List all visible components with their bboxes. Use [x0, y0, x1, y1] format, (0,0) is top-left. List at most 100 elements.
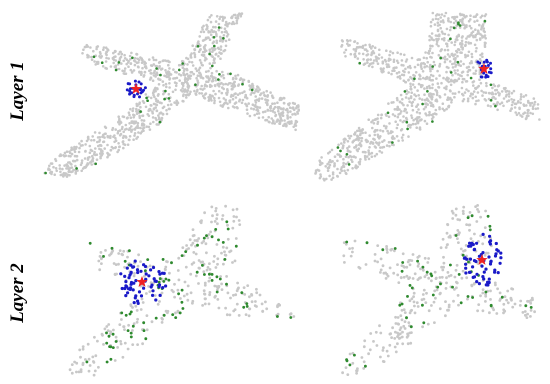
background-point [436, 24, 440, 27]
background-point [431, 83, 434, 86]
background-point [451, 53, 455, 57]
background-point [205, 80, 208, 83]
background-point [136, 104, 139, 108]
background-point [147, 284, 150, 288]
background-point [160, 116, 164, 120]
background-point [234, 293, 238, 297]
background-point [434, 108, 438, 112]
background-point [366, 49, 369, 53]
background-point [430, 36, 433, 39]
dilated-neighbor-point [142, 329, 146, 332]
background-point [387, 102, 390, 105]
background-point [176, 288, 180, 292]
background-point [413, 86, 417, 89]
background-point [120, 252, 124, 256]
background-point [184, 93, 188, 97]
background-point [390, 336, 393, 339]
background-point [175, 82, 178, 85]
background-point [122, 59, 125, 63]
background-point [229, 95, 233, 98]
background-point [402, 64, 405, 67]
background-point [405, 265, 409, 269]
background-point [381, 140, 384, 143]
dilated-neighbor-point [142, 321, 146, 325]
background-point [400, 264, 404, 267]
query-point-star [130, 83, 142, 94]
neighbor-point [130, 91, 134, 95]
background-point [228, 313, 232, 317]
background-point [395, 71, 399, 75]
background-point [132, 138, 135, 141]
background-point [446, 53, 450, 56]
background-point [219, 57, 222, 60]
dilated-neighbor-point [131, 56, 134, 60]
neighbor-point [157, 283, 162, 287]
background-point [529, 301, 533, 305]
dilated-neighbor-point [429, 272, 433, 276]
background-point [249, 86, 253, 89]
background-point [502, 87, 506, 90]
background-point [149, 122, 152, 125]
background-point [214, 20, 218, 23]
background-point [156, 87, 159, 91]
neighbor-point [136, 301, 140, 305]
background-point [481, 24, 484, 28]
background-point [291, 113, 294, 116]
background-point [201, 50, 205, 54]
neighbor-point [138, 95, 141, 99]
background-point [214, 30, 217, 34]
background-point [446, 271, 450, 274]
background-point [529, 104, 532, 107]
background-point [343, 169, 346, 173]
neighbor-point [128, 89, 132, 93]
background-point [453, 40, 457, 44]
dilated-neighbor-point [159, 73, 162, 77]
background-point [217, 22, 221, 26]
background-point [447, 33, 450, 37]
dilated-neighbor-point [129, 335, 133, 339]
background-point [103, 147, 106, 150]
background-point [292, 102, 295, 105]
dilated-neighbor-point [345, 358, 348, 362]
background-point [230, 84, 234, 88]
background-point [413, 311, 417, 315]
background-point [68, 173, 71, 177]
background-point [104, 60, 108, 63]
background-point [480, 89, 483, 93]
background-point [104, 132, 107, 135]
background-point [507, 95, 511, 98]
background-point [139, 260, 142, 263]
background-point [283, 119, 286, 122]
background-point [138, 116, 142, 120]
dilated-neighbor-point [483, 19, 487, 23]
dilated-neighbor-point [400, 302, 404, 306]
background-point [336, 159, 339, 163]
background-point [533, 100, 537, 104]
background-point [81, 345, 85, 348]
background-point [208, 262, 211, 265]
background-point [264, 118, 267, 122]
background-point [486, 104, 490, 107]
background-point [452, 57, 456, 61]
neighbor-point [464, 262, 468, 266]
background-point [409, 87, 413, 91]
background-point [526, 109, 530, 112]
background-point [435, 98, 438, 101]
background-point [425, 102, 428, 106]
neighbor-point [164, 284, 168, 288]
background-point [234, 16, 238, 20]
background-point [217, 47, 221, 51]
background-point [204, 70, 208, 73]
background-point [354, 48, 357, 51]
background-point [59, 170, 62, 174]
background-point [418, 126, 422, 129]
background-point [208, 291, 212, 294]
background-point [463, 26, 466, 30]
dilated-neighbor-point [489, 99, 493, 102]
background-point [474, 33, 477, 37]
background-point [231, 261, 234, 264]
background-point [96, 339, 99, 343]
background-point [379, 116, 383, 120]
background-point [512, 89, 516, 93]
background-point [225, 35, 229, 38]
